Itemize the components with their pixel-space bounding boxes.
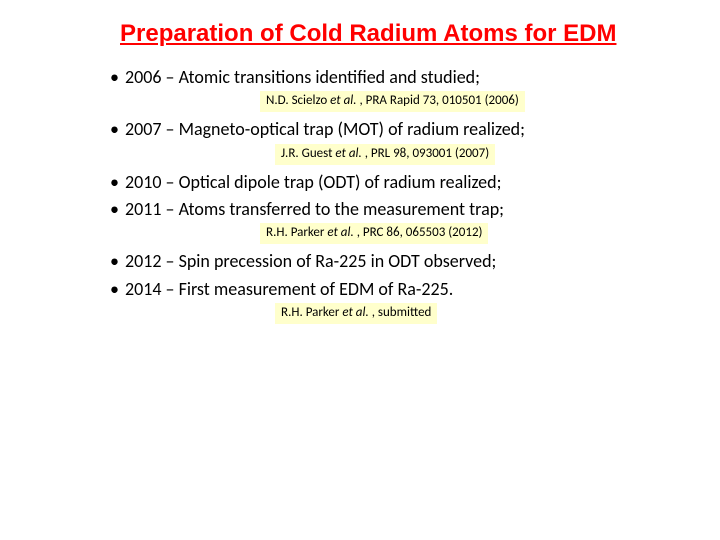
citation-etal: et al. — [342, 305, 368, 320]
bullet-marker: • — [110, 66, 119, 89]
bullet-text: 2010 – Optical dipole trap (ODT) of radi… — [125, 171, 501, 194]
bullet-text: 2012 – Spin precession of Ra-225 in ODT … — [125, 250, 496, 273]
bullet-marker: • — [110, 278, 119, 301]
citation-rest: , PRC 86, 065503 (2012) — [354, 225, 483, 240]
bullet-text: 2006 – Atomic transitions identified and… — [125, 66, 480, 89]
bullet-text: 2014 – First measurement of EDM of Ra-22… — [125, 278, 453, 301]
slide-title: Preparation of Cold Radium Atoms for EDM — [120, 20, 640, 48]
bullet-marker: • — [110, 118, 119, 141]
citation-box: J.R. Guest et al. , PRL 98, 093001 (2007… — [275, 144, 495, 165]
citation-rest: , PRL 98, 093001 (2007) — [362, 146, 489, 161]
bullet-marker: • — [110, 250, 119, 273]
bullet-item: • 2007 – Magneto-optical trap (MOT) of r… — [110, 118, 640, 141]
citation-etal: et al. — [335, 146, 361, 161]
citation-row: J.R. Guest et al. , PRL 98, 093001 (2007… — [275, 144, 640, 165]
citation-rest: , submitted — [369, 305, 432, 320]
citation-row: N.D. Scielzo et al. , PRA Rapid 73, 0105… — [260, 91, 640, 112]
citation-box: R.H. Parker et al. , submitted — [275, 303, 437, 324]
citation-etal: et al. — [330, 93, 356, 108]
citation-rest: , PRA Rapid 73, 010501 (2006) — [357, 93, 519, 108]
citation-author: N.D. Scielzo — [266, 93, 330, 108]
citation-row: R.H. Parker et al. , PRC 86, 065503 (201… — [260, 223, 640, 244]
bullet-item: • 2014 – First measurement of EDM of Ra-… — [110, 278, 640, 301]
citation-author: J.R. Guest — [281, 146, 335, 161]
citation-box: N.D. Scielzo et al. , PRA Rapid 73, 0105… — [260, 91, 525, 112]
bullet-marker: • — [110, 171, 119, 194]
bullet-item: • 2006 – Atomic transitions identified a… — [110, 66, 640, 89]
citation-author: R.H. Parker — [266, 225, 327, 240]
citation-author: R.H. Parker — [281, 305, 342, 320]
citation-etal: et al. — [327, 225, 353, 240]
bullet-text: 2007 – Magneto-optical trap (MOT) of rad… — [125, 118, 525, 141]
bullet-text: 2011 – Atoms transferred to the measurem… — [125, 198, 504, 221]
bullet-item: • 2011 – Atoms transferred to the measur… — [110, 198, 640, 221]
citation-box: R.H. Parker et al. , PRC 86, 065503 (201… — [260, 223, 488, 244]
slide-container: Preparation of Cold Radium Atoms for EDM… — [0, 0, 720, 350]
bullet-item: • 2010 – Optical dipole trap (ODT) of ra… — [110, 171, 640, 194]
citation-row: R.H. Parker et al. , submitted — [275, 303, 640, 324]
bullet-marker: • — [110, 198, 119, 221]
bullet-item: • 2012 – Spin precession of Ra-225 in OD… — [110, 250, 640, 273]
